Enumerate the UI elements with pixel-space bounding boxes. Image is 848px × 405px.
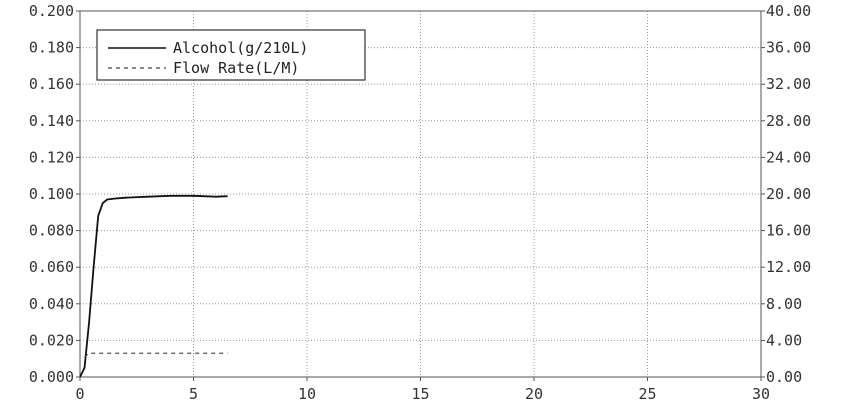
x-tick-label: 25 xyxy=(638,385,656,403)
right-tick-label: 12.00 xyxy=(766,258,811,276)
left-tick-label: 0.140 xyxy=(29,112,74,130)
x-tick-label: 5 xyxy=(189,385,198,403)
right-tick-label: 20.00 xyxy=(766,185,811,203)
right-tick-label: 8.00 xyxy=(766,295,802,313)
right-tick-label: 32.00 xyxy=(766,75,811,93)
grid-lines xyxy=(80,11,761,377)
legend-box xyxy=(96,29,366,81)
left-tick-label: 0.020 xyxy=(29,331,74,349)
left-tick-label: 0.060 xyxy=(29,258,74,276)
left-tick-label: 0.120 xyxy=(29,148,74,166)
left-tick-label: 0.000 xyxy=(29,368,74,386)
x-tick-label: 30 xyxy=(752,385,770,403)
left-axis-ticks: 0.000 0.020 0.040 0.060 0.080 0.100 0.120 0.140… xyxy=(29,2,80,386)
left-tick-label: 0.040 xyxy=(29,295,74,313)
series-line-flow-rate xyxy=(84,352,228,358)
right-tick-label: 4.00 xyxy=(766,331,802,349)
x-tick-label: 0 xyxy=(75,385,84,403)
legend: Alcohol(g/210L) Flow Rate(L/M) xyxy=(96,29,366,81)
right-tick-label: 16.00 xyxy=(766,222,811,240)
left-tick-label: 0.100 xyxy=(29,185,74,203)
right-tick-label: 28.00 xyxy=(766,112,811,130)
series-line-alcohol xyxy=(79,194,228,378)
x-tick-label: 20 xyxy=(525,385,543,403)
left-tick-label: 0.080 xyxy=(29,222,74,240)
right-tick-label: 0.00 xyxy=(766,368,802,386)
right-tick-label: 40.00 xyxy=(766,2,811,20)
left-tick-label: 0.180 xyxy=(29,39,74,57)
x-tick-label: 15 xyxy=(411,385,429,403)
left-tick-label: 0.200 xyxy=(29,2,74,20)
right-axis-ticks: 0.00 4.00 8.00 12.00 16.00 20.00 24.00 28.00 32.… xyxy=(761,2,811,386)
series-layer xyxy=(79,194,228,378)
legend-label-flow-rate: Flow Rate(L/M) xyxy=(173,59,299,77)
left-tick-label: 0.160 xyxy=(29,75,74,93)
legend-label-alcohol: Alcohol(g/210L) xyxy=(173,39,308,57)
right-tick-label: 24.00 xyxy=(766,148,811,166)
x-tick-label: 10 xyxy=(298,385,316,403)
right-tick-label: 36.00 xyxy=(766,39,811,57)
x-axis-ticks: 0 5 10 15 20 25 30 xyxy=(75,377,770,403)
